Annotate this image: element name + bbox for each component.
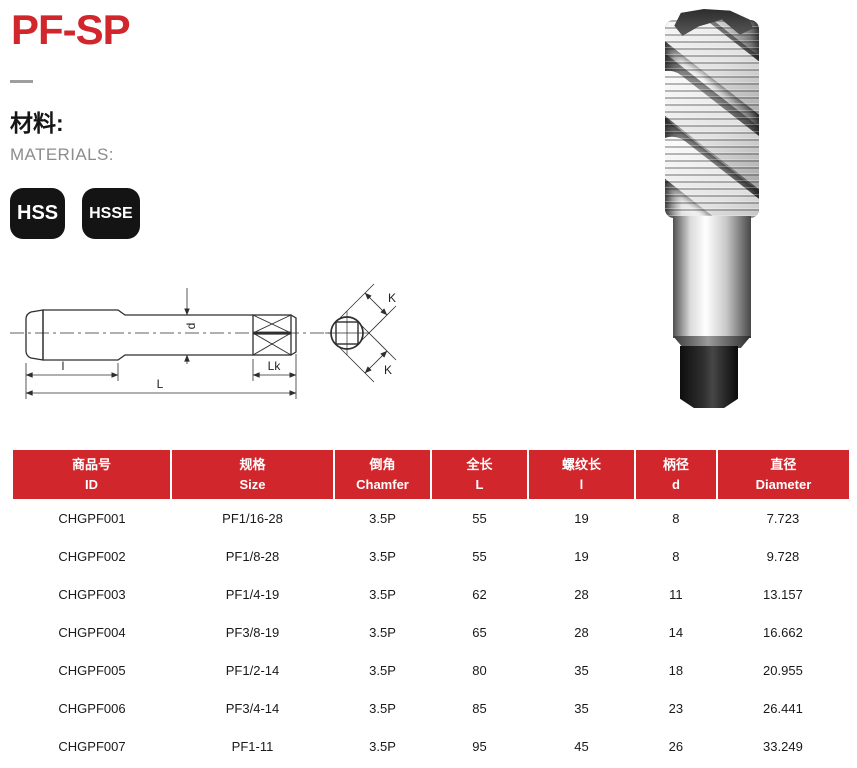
cell-chamfer: 3.5P [369,624,396,640]
table-header-row: 商品号 ID 规格 Size 倒角 Chamfer 全长 L 螺纹长 l 柄径 d 直径 Diameter [13,450,849,499]
tap-dimension-diagram: d l Lk L [10,283,397,399]
label-square-length: Lk [268,359,282,373]
cell-shank-diameter: 23 [668,700,684,716]
cell-id: CHGPF001 [58,510,126,526]
tap-thread-ridges [665,20,759,218]
tap-thread-section [665,20,759,218]
tap-shank [673,216,751,338]
column-header-shank-diameter: 柄径 d [634,450,718,499]
cell-diameter: 33.249 [763,738,803,754]
label-shank-diameter: d [184,323,198,330]
cell-size: PF1/4-19 [225,586,280,602]
cell-chamfer: 3.5P [369,548,396,564]
table-row: CHGPF002 PF1/8-28 3.5P 55 19 8 9.728 [13,537,849,575]
tap-outline [25,309,297,361]
table-row: CHGPF006 PF3/4-14 3.5P 85 35 23 26.441 [13,689,849,727]
table-row: CHGPF007 PF1-11 3.5P 95 45 26 33.249 [13,727,849,765]
cell-overall-length: 65 [472,624,487,640]
cell-shank-diameter: 14 [668,624,684,640]
cell-size: PF1/2-14 [225,662,280,678]
material-badges: HSS HSSE [10,188,140,239]
cell-diameter: 26.441 [763,700,803,716]
cell-id: CHGPF006 [58,700,126,716]
cell-id: CHGPF003 [58,586,126,602]
cell-shank-diameter: 8 [672,548,680,564]
cell-thread-length: 19 [574,510,589,526]
cell-overall-length: 95 [472,738,487,754]
cell-shank-diameter: 8 [672,510,680,526]
cell-size: PF1-11 [231,738,274,754]
product-photo-tap [659,8,765,410]
dimension-l [25,363,119,399]
square-cross-section: K K [325,283,397,383]
cell-diameter: 7.723 [766,510,800,526]
cell-thread-length: 35 [574,662,589,678]
cell-id: CHGPF007 [58,738,126,754]
cell-shank-diameter: 11 [669,586,683,602]
title-underline-dash [10,80,33,83]
spec-table: 商品号 ID 规格 Size 倒角 Chamfer 全长 L 螺纹长 l 柄径 d 直径 Diameter… [13,450,849,765]
table-row: CHGPF001 PF1/16-28 3.5P 55 19 8 7.723 [13,499,849,537]
materials-label-zh: 材料: [10,110,64,136]
label-square-width-top: K [388,291,396,305]
cell-size: PF3/4-14 [225,700,280,716]
column-header-size: 规格 Size [171,450,336,499]
cell-thread-length: 28 [574,586,589,602]
tap-square-drive [680,346,738,408]
label-square-width-bottom: K [384,363,392,377]
cell-diameter: 16.662 [763,624,803,640]
cell-thread-length: 45 [574,738,589,754]
cell-chamfer: 3.5P [369,738,396,754]
cell-thread-length: 35 [574,700,589,716]
material-badge-hsse: HSSE [82,188,140,239]
cell-id: CHGPF002 [58,548,126,564]
page-title: PF-SP [11,6,131,53]
material-badge-hss: HSS [10,188,66,239]
cell-chamfer: 3.5P [369,662,396,678]
cell-overall-length: 85 [472,700,487,716]
cell-shank-diameter: 26 [668,738,684,754]
cell-shank-diameter: 18 [668,662,684,678]
column-header-overall-length: 全长 L [430,450,529,499]
label-thread-length: l [62,359,65,373]
materials-label-en: MATERIALS: [10,145,114,164]
label-overall-length: L [157,377,164,391]
cell-chamfer: 3.5P [369,586,396,602]
table-body: CHGPF001 PF1/16-28 3.5P 55 19 8 7.723 CHGPF002 P… [13,499,849,765]
cell-chamfer: 3.5P [369,510,396,526]
table-row: CHGPF003 PF1/4-19 3.5P 62 28 11 13.157 [13,575,849,613]
column-header-id: 商品号 ID [13,450,172,499]
cell-diameter: 13.157 [763,586,803,602]
table-row: CHGPF004 PF3/8-19 3.5P 65 28 14 16.662 [13,613,849,651]
cell-size: PF1/16-28 [222,510,283,526]
column-header-thread-length: 螺纹长 l [527,450,636,499]
column-header-diameter: 直径 Diameter [716,450,849,499]
cell-overall-length: 55 [472,510,487,526]
cell-overall-length: 55 [472,548,487,564]
cell-size: PF1/8-28 [225,548,280,564]
cell-diameter: 20.955 [763,662,803,678]
cell-chamfer: 3.5P [369,700,396,716]
technical-drawing: d l Lk L [0,260,430,410]
table-row: CHGPF005 PF1/2-14 3.5P 80 35 18 20.955 [13,651,849,689]
cell-thread-length: 28 [574,624,589,640]
cell-diameter: 9.728 [766,548,800,564]
cell-size: PF3/8-19 [225,624,280,640]
column-header-chamfer: 倒角 Chamfer [334,450,432,499]
cell-thread-length: 19 [574,548,589,564]
cell-overall-length: 62 [472,586,487,602]
cell-overall-length: 80 [472,662,487,678]
tap-shoulder [673,336,751,348]
cell-id: CHGPF004 [58,624,126,640]
square-drive-hatch [252,314,292,356]
cell-id: CHGPF005 [58,662,126,678]
